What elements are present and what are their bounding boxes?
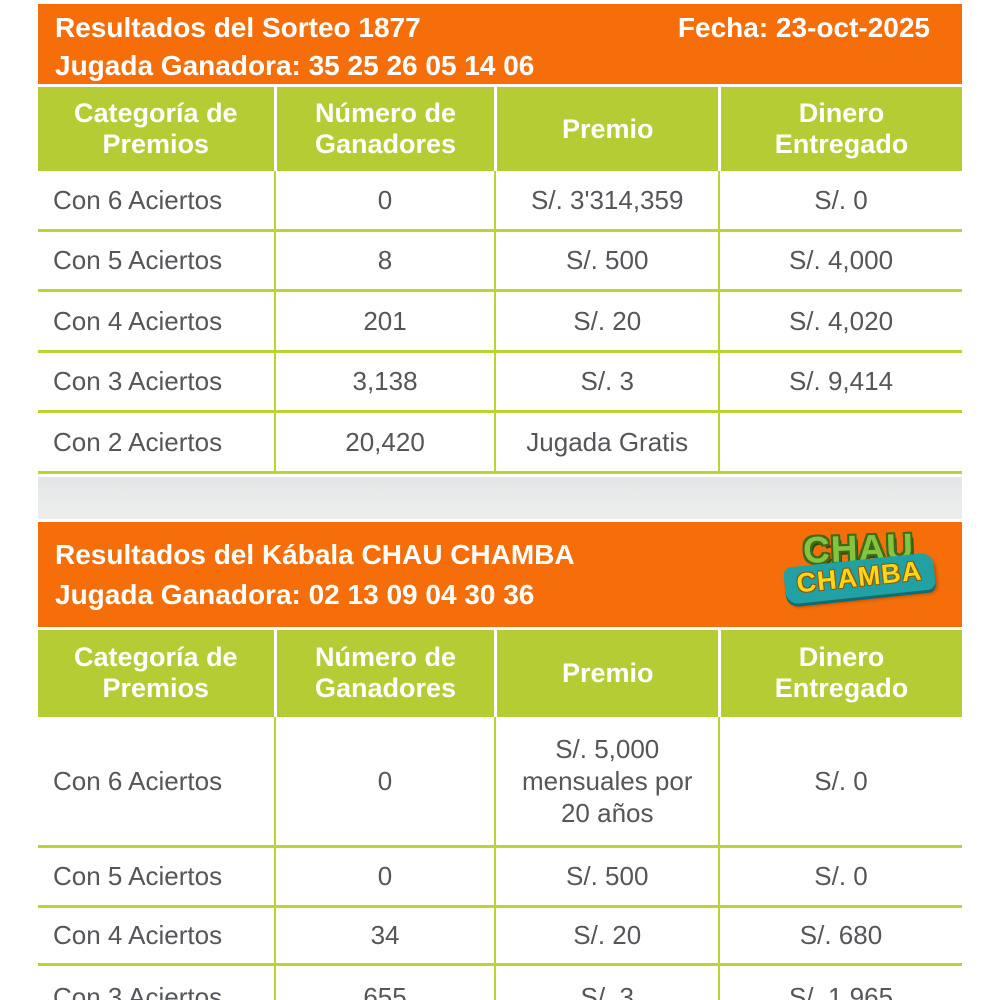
winners-cell: 0 bbox=[273, 847, 495, 905]
category-cell: Con 2 Aciertos bbox=[53, 426, 223, 457]
column-header-categoria: Categoría de Premios bbox=[74, 98, 238, 159]
table-row: Con 4 Aciertos 201 S/. 20 S/. 4,020 bbox=[38, 289, 962, 350]
kabala-header: Resultados del Kábala CHAU CHAMBA Jugada… bbox=[38, 521, 962, 627]
money-cell: S/. 0 bbox=[718, 171, 962, 229]
table-row: Con 3 Aciertos 3,138 S/. 3 S/. 9,414 bbox=[38, 349, 962, 410]
category-cell: Con 4 Aciertos bbox=[53, 920, 223, 950]
kabala-winning-numbers: Jugada Ganadora: 02 13 09 04 30 36 bbox=[55, 578, 535, 610]
category-cell: Con 6 Aciertos bbox=[53, 765, 223, 796]
prize-cell: S/. 3'314,359 bbox=[494, 171, 718, 229]
divider-band bbox=[38, 476, 962, 519]
money-cell: S/. 4,000 bbox=[718, 231, 962, 289]
winners-cell: 201 bbox=[273, 292, 495, 350]
column-header-premio: Premio bbox=[494, 629, 718, 717]
money-cell: S/. 4,020 bbox=[718, 292, 962, 350]
kabala-column-header-row: Categoría de Premios Número de Ganadores… bbox=[38, 629, 962, 717]
money-cell: S/. 0 bbox=[718, 847, 962, 905]
winners-cell: 0 bbox=[273, 716, 495, 845]
money-cell: S/. 0 bbox=[718, 716, 962, 845]
sorteo-table-body: Con 6 Aciertos 0 S/. 3'314,359 S/. 0 Con… bbox=[38, 171, 962, 474]
prize-cell: S/. 500 bbox=[494, 231, 718, 289]
table-row: Con 5 Aciertos 8 S/. 500 S/. 4,000 bbox=[38, 228, 962, 289]
column-header-ganadores: Número de Ganadores bbox=[273, 87, 495, 171]
category-cell: Con 5 Aciertos bbox=[53, 245, 223, 276]
category-cell: Con 4 Aciertos bbox=[53, 305, 223, 336]
category-cell: Con 5 Aciertos bbox=[53, 861, 223, 891]
table-row: Con 4 Aciertos 34 S/. 20 S/. 680 bbox=[38, 904, 962, 963]
sorteo-title: Resultados del Sorteo 1877 bbox=[55, 12, 421, 43]
prize-cell: Jugada Gratis bbox=[494, 413, 718, 471]
money-cell bbox=[718, 413, 962, 471]
column-header-dinero: Dinero Entregado bbox=[718, 629, 962, 717]
prize-cell: S/. 3 bbox=[494, 965, 718, 1000]
column-header-ganadores: Número de Ganadores bbox=[273, 629, 495, 717]
column-header-categoria: Categoría de Premios bbox=[74, 642, 238, 703]
column-header-dinero: Dinero Entregado bbox=[718, 87, 962, 171]
prize-cell: S/. 500 bbox=[494, 847, 718, 905]
sorteo-column-header-row: Categoría de Premios Número de Ganadores… bbox=[38, 87, 962, 171]
table-row: Con 6 Aciertos 0 S/. 5,000 mensuales por… bbox=[38, 716, 962, 845]
sorteo-date: Fecha: 23-oct-2025 bbox=[677, 12, 930, 43]
sorteo-winning-numbers: Jugada Ganadora: 35 25 26 05 14 06 bbox=[55, 50, 535, 81]
prize-cell: S/. 3 bbox=[494, 352, 718, 410]
category-cell: Con 3 Aciertos bbox=[53, 981, 223, 1000]
kabala-results-section: Resultados del Kábala CHAU CHAMBA Jugada… bbox=[38, 521, 962, 1000]
sorteo-results-section: Resultados del Sorteo 1877 Fecha: 23-oct… bbox=[38, 4, 962, 474]
sorteo-header: Resultados del Sorteo 1877 Fecha: 23-oct… bbox=[38, 4, 962, 84]
chau-chamba-logo: CHAU CHAMBA bbox=[779, 526, 939, 605]
winners-cell: 20,420 bbox=[273, 413, 495, 471]
table-row: Con 5 Aciertos 0 S/. 500 S/. 0 bbox=[38, 844, 962, 905]
table-row: Con 3 Aciertos 655 S/. 3 S/. 1,965 bbox=[38, 962, 962, 1000]
category-cell: Con 6 Aciertos bbox=[53, 184, 223, 215]
money-cell: S/. 1,965 bbox=[718, 965, 962, 1000]
winners-cell: 8 bbox=[273, 231, 495, 289]
prize-cell: S/. 5,000 mensuales por 20 años bbox=[494, 716, 718, 845]
winners-cell: 34 bbox=[273, 907, 495, 963]
winners-cell: 655 bbox=[273, 965, 495, 1000]
table-row: Con 2 Aciertos 20,420 Jugada Gratis bbox=[38, 410, 962, 471]
table-row: Con 6 Aciertos 0 S/. 3'314,359 S/. 0 bbox=[38, 171, 962, 229]
winners-cell: 0 bbox=[273, 171, 495, 229]
winners-cell: 3,138 bbox=[273, 352, 495, 410]
money-cell: S/. 9,414 bbox=[718, 352, 962, 410]
kabala-title: Resultados del Kábala CHAU CHAMBA bbox=[55, 538, 575, 570]
category-cell: Con 3 Aciertos bbox=[53, 366, 223, 397]
money-cell: S/. 680 bbox=[718, 907, 962, 963]
prize-cell: S/. 20 bbox=[494, 907, 718, 963]
kabala-table-body: Con 6 Aciertos 0 S/. 5,000 mensuales por… bbox=[38, 716, 962, 1000]
column-header-premio: Premio bbox=[494, 87, 718, 171]
prize-cell: S/. 20 bbox=[494, 292, 718, 350]
results-content: Resultados del Sorteo 1877 Fecha: 23-oct… bbox=[38, 4, 962, 1000]
